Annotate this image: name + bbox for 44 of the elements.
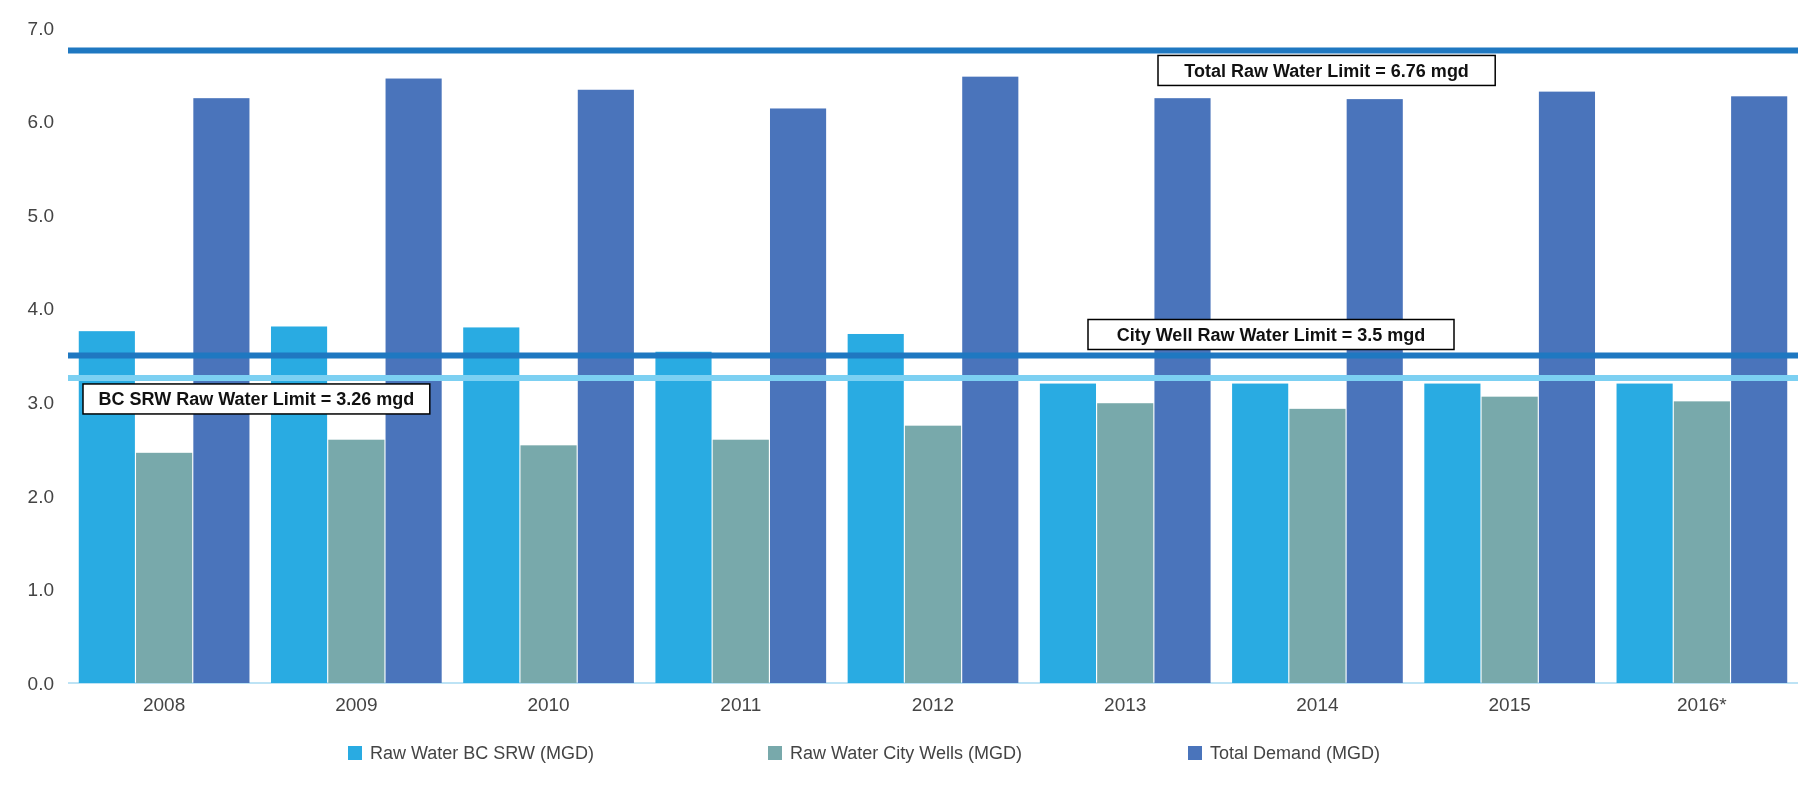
x-tick-label: 2009 [335,694,378,715]
x-tick-label: 2012 [911,694,955,715]
bar [1424,383,1481,683]
y-tick-label: 0.0 [27,672,54,694]
x-tick-label: 2008 [142,694,186,715]
y-tick-label: 1.0 [27,579,54,601]
bar [1481,396,1538,683]
x-tick-label: 2013 [1104,694,1147,715]
bar [1097,403,1154,683]
ref-line-label: BC SRW Raw Water Limit = 3.26 mgd [98,389,415,410]
bar [1673,401,1730,683]
bar [712,439,769,683]
legend-label: Total Demand (MGD) [1210,743,1381,764]
y-tick-label: 5.0 [27,204,54,226]
bar [577,89,634,683]
ref-line-label: City Well Raw Water Limit = 3.5 mgd [1116,324,1426,345]
x-tick-label: 2010 [527,694,570,715]
legend-label: Raw Water BC SRW (MGD) [370,743,595,764]
y-tick-label: 6.0 [27,111,54,133]
bar [1731,96,1788,683]
bar [655,351,712,683]
bar [1289,408,1346,683]
y-tick-label: 2.0 [27,485,54,507]
bar [463,327,520,683]
bar [328,439,385,683]
bar [136,452,193,683]
bar [520,445,577,683]
bar [904,425,962,683]
x-tick-label: 2014 [1296,694,1339,715]
bar [769,108,827,683]
bar [1039,383,1097,683]
x-tick-label: 2016* [1677,694,1728,715]
bar [1232,383,1289,683]
bar [1538,91,1596,683]
bar [847,333,904,683]
x-tick-label: 2011 [720,694,762,715]
bar [1616,383,1673,683]
x-tick-label: 2015 [1488,694,1531,715]
y-tick-label: 4.0 [27,298,54,320]
y-tick-label: 7.0 [27,17,54,39]
y-tick-label: 3.0 [27,391,54,413]
bar [962,76,1019,683]
legend-label: Raw Water City Wells (MGD) [790,743,1023,764]
ref-line-label: Total Raw Water Limit = 6.76 mgd [1184,60,1469,81]
